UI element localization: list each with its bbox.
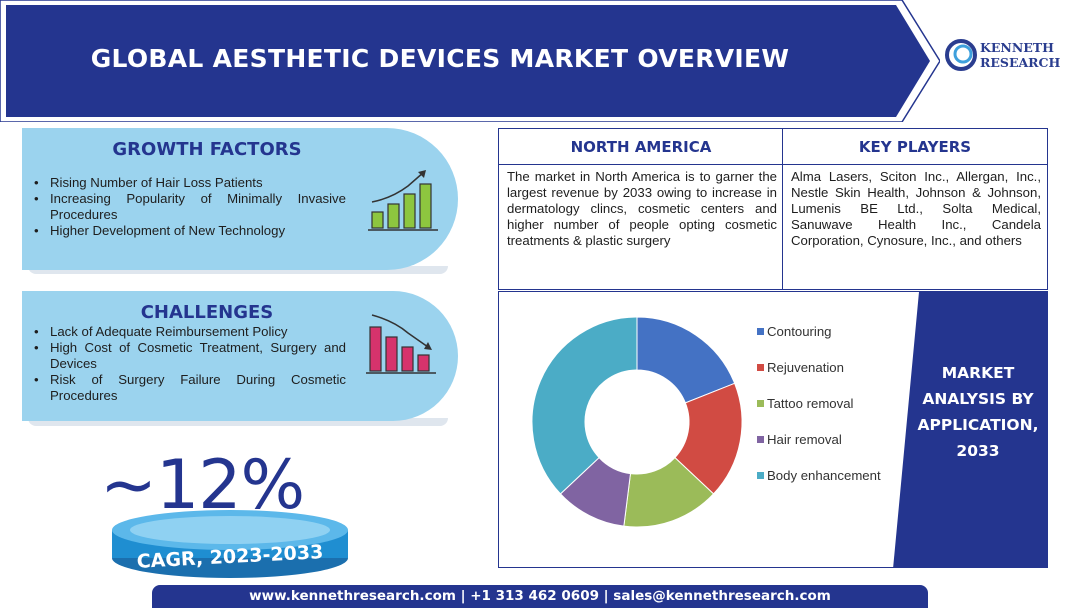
cagr-pedestal — [112, 510, 348, 578]
legend-label: Body enhancement — [767, 468, 881, 483]
page-title: GLOBAL AESTHETIC DEVICES MARKET OVERVIEW — [90, 44, 790, 73]
chart-panel-title-line: ANALYSIS BY — [922, 390, 1034, 408]
legend-label: Contouring — [767, 324, 832, 339]
growth-chart-icon — [368, 170, 438, 231]
list-item: Risk of Surgery Failure During Cosmetic … — [34, 372, 346, 404]
kenneth-logo-icon — [945, 39, 977, 71]
key-players-text: Alma Lasers, Sciton Inc., Allergan, Inc.… — [791, 169, 1041, 248]
cagr-value: ~12% — [100, 446, 305, 525]
logo-line-2: RESEARCH — [980, 55, 1061, 70]
growth-panel-shadow — [28, 266, 448, 274]
growth-factors-title: GROWTH FACTORS — [112, 139, 302, 160]
north-america-box: NORTH AMERICA The market in North Americ… — [498, 128, 784, 290]
legend-swatch — [757, 328, 764, 335]
chart-panel-title-line: 2033 — [956, 442, 1000, 460]
key-players-title: KEY PLAYERS — [783, 129, 1047, 165]
legend-label: Hair removal — [767, 432, 842, 447]
chart-panel-title-line: APPLICATION, — [917, 416, 1039, 434]
application-chart-panel: Contouring Rejuvenation Tattoo removal Hair… — [498, 291, 1048, 568]
challenges-title: CHALLENGES — [140, 302, 274, 323]
legend-swatch — [757, 436, 764, 443]
list-item: Increasing Popularity of Minimally Invas… — [34, 191, 346, 223]
legend-swatch — [757, 364, 764, 371]
challenges-list: Lack of Adequate Reimbursement Policy Hi… — [34, 324, 346, 404]
banner-shape — [0, 0, 940, 122]
logo-line-1: KENNETH — [980, 40, 1054, 55]
header-banner: GLOBAL AESTHETIC DEVICES MARKET OVERVIEW — [0, 0, 940, 122]
north-america-text: The market in North America is to garner… — [507, 169, 777, 248]
list-item: Higher Development of New Technology — [34, 223, 346, 239]
list-item: Rising Number of Hair Loss Patients — [34, 175, 346, 191]
list-item: High Cost of Cosmetic Treatment, Surgery… — [34, 340, 346, 372]
chart-panel-title: MARKET ANALYSIS BY APPLICATION, 2033 — [909, 360, 1047, 464]
footer-contact-bar[interactable]: www.kennethresearch.com | +1 313 462 060… — [152, 585, 928, 608]
legend-swatch — [757, 472, 764, 479]
company-logo[interactable]: KENNETH RESEARCH — [944, 36, 1074, 76]
challenges-panel-shadow — [28, 418, 448, 426]
logo-text: KENNETH RESEARCH — [980, 40, 1060, 70]
challenges-panel: CHALLENGES Lack of Adequate Reimbursemen… — [22, 291, 458, 421]
legend-label: Tattoo removal — [767, 396, 854, 411]
growth-factors-list: Rising Number of Hair Loss Patients Incr… — [34, 175, 346, 239]
growth-factors-panel: GROWTH FACTORS Rising Number of Hair Los… — [22, 128, 458, 270]
list-item: Lack of Adequate Reimbursement Policy — [34, 324, 346, 340]
cagr-block: ~12% CAGR, 2023-2033 — [100, 446, 370, 580]
key-players-box: KEY PLAYERS Alma Lasers, Sciton Inc., Al… — [782, 128, 1048, 290]
donut-slice-body-enhancement — [531, 316, 638, 495]
chart-svg — [531, 292, 1047, 567]
chart-panel-title-line: MARKET — [941, 364, 1015, 382]
chart-side-banner — [893, 292, 1047, 567]
north-america-title: NORTH AMERICA — [499, 129, 783, 165]
legend-swatch — [757, 400, 764, 407]
decline-chart-icon — [366, 314, 436, 374]
legend-label: Rejuvenation — [767, 360, 844, 375]
donut-chart — [531, 316, 743, 528]
